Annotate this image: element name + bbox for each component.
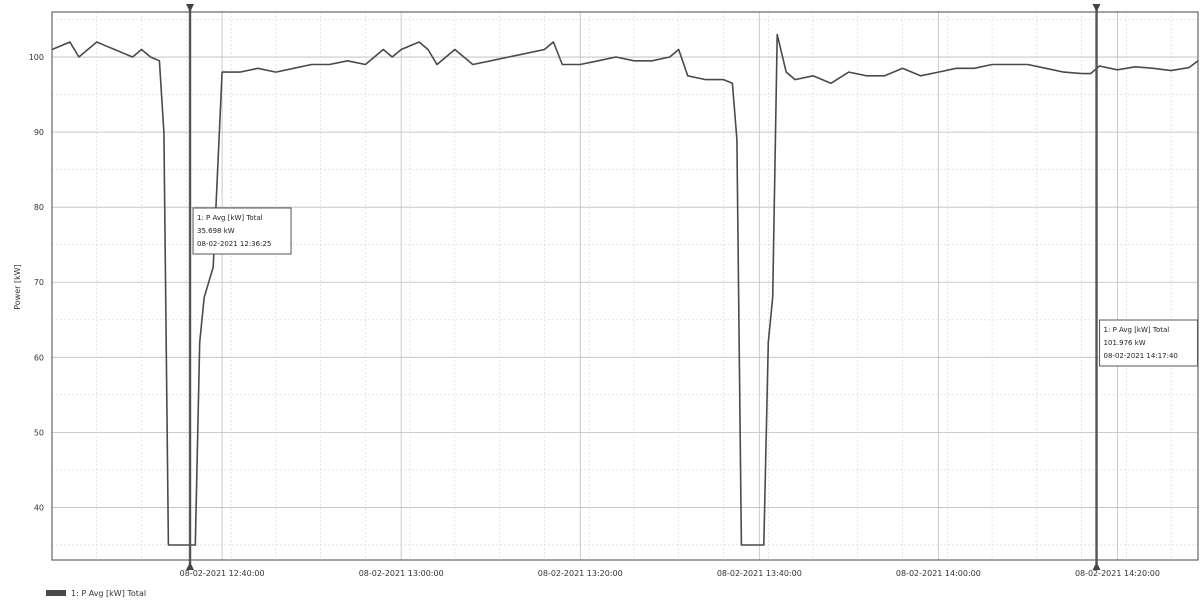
x-tick-label: 08-02-2021 12:40:00 xyxy=(180,569,265,578)
y-tick-label: 80 xyxy=(34,203,44,212)
cursor-handle-top[interactable] xyxy=(186,4,195,12)
cursor-tooltip-line: 101.976 kW xyxy=(1104,339,1146,347)
x-tick-label: 08-02-2021 14:00:00 xyxy=(896,569,981,578)
cursor-tooltip-line: 08-02-2021 12:36:25 xyxy=(197,240,271,248)
cursor-handle-top[interactable] xyxy=(1092,4,1101,12)
x-tick-label: 08-02-2021 13:20:00 xyxy=(538,569,623,578)
cursor-handle-bottom[interactable] xyxy=(186,562,195,570)
series-layer xyxy=(51,33,1199,546)
cursor-tooltip-box xyxy=(1099,319,1199,367)
y-ticks: 40 50 60 70 80 90 100 xyxy=(29,53,44,512)
y-axis-label: Power [kW] xyxy=(13,264,22,310)
cursor-layer xyxy=(186,4,1101,570)
legend-swatch xyxy=(46,590,66,596)
cursor-tooltip-box xyxy=(192,207,292,255)
legend: 1: P Avg [kW] Total xyxy=(46,589,146,598)
y-tick-label: 70 xyxy=(34,278,44,287)
cursor-handle-bottom[interactable] xyxy=(1092,562,1101,570)
y-tick-label: 90 xyxy=(34,128,44,137)
annotation-layer: 1: P Avg [kW] Total 35.698 kW 08-02-2021 1… xyxy=(192,207,1199,367)
x-tick-label: 08-02-2021 14:20:00 xyxy=(1075,569,1160,578)
cursor-tooltip-line: 08-02-2021 14:17:40 xyxy=(1104,352,1178,360)
plot-frame xyxy=(51,11,1199,561)
cursor-tooltip-line: 1: P Avg [kW] Total xyxy=(197,214,263,222)
cursor-tooltip-line: 35.698 kW xyxy=(197,227,235,235)
y-tick-label: 100 xyxy=(29,53,44,62)
series-line xyxy=(51,33,1199,546)
y-tick-label: 40 xyxy=(34,503,44,512)
cursor-tooltip-line: 1: P Avg [kW] Total xyxy=(1104,326,1170,334)
y-tick-label: 50 xyxy=(34,428,44,437)
legend-label: 1: P Avg [kW] Total xyxy=(71,589,146,598)
x-ticks: 08-02-2021 12:40:00 08-02-2021 13:00:00 08… xyxy=(180,569,1160,578)
x-tick-label: 08-02-2021 13:00:00 xyxy=(359,569,444,578)
x-tick-label: 08-02-2021 13:40:00 xyxy=(717,569,802,578)
y-tick-label: 60 xyxy=(34,353,44,362)
